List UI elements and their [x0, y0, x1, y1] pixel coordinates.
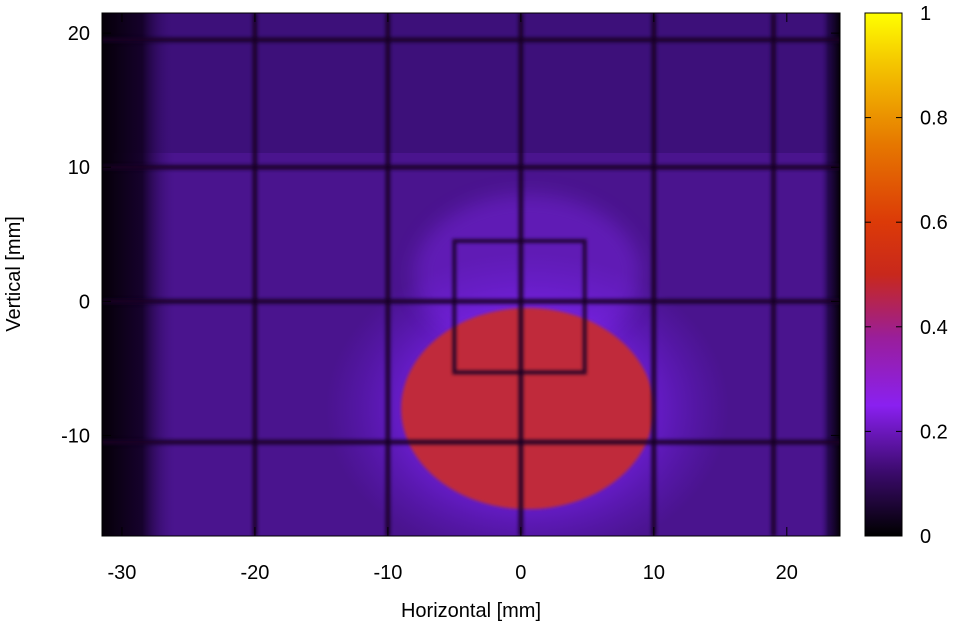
y-tick-label: 10	[68, 157, 90, 179]
y-tick-label: 20	[68, 23, 90, 45]
colorbar-tick-label: 0.4	[920, 317, 948, 339]
plot-area	[102, 13, 840, 536]
colorbar-tick-label: 1	[920, 3, 931, 25]
x-tick-label: -10	[373, 562, 402, 584]
x-tick-label: 10	[643, 562, 665, 584]
beam-spot	[401, 308, 654, 510]
dark-edge-right	[820, 13, 840, 536]
grid-shadow-lines	[102, 13, 840, 536]
x-tick-label: -20	[240, 562, 269, 584]
y-axis-ticks: 20 10 0 -10	[61, 23, 840, 447]
colorbar	[864, 12, 903, 537]
colorbar-tick-label: 0.8	[920, 108, 948, 130]
y-tick-label: 0	[79, 291, 90, 313]
plot-frame	[101, 12, 841, 537]
heatmap-top-shade	[102, 13, 840, 153]
inner-grid-rectangle	[452, 238, 587, 375]
y-axis-label: Vertical [mm]	[3, 216, 25, 332]
colorbar-tick-label: 0	[920, 526, 931, 548]
x-tick-label: 0	[515, 562, 526, 584]
x-axis-label: Horizontal [mm]	[401, 600, 541, 622]
y-tick-label: -10	[61, 425, 90, 447]
colorbar-tick-label: 0.6	[920, 212, 948, 234]
x-tick-label: -30	[107, 562, 136, 584]
x-axis-ticks: -30 -20 -10 0 10 20	[107, 13, 798, 584]
dark-edge-left	[102, 13, 176, 536]
colorbar-tick-label: 0.2	[920, 421, 948, 443]
x-tick-label: 20	[776, 562, 798, 584]
colorbar-ticks: 0 0.2 0.4 0.6 0.8 1	[865, 3, 948, 548]
